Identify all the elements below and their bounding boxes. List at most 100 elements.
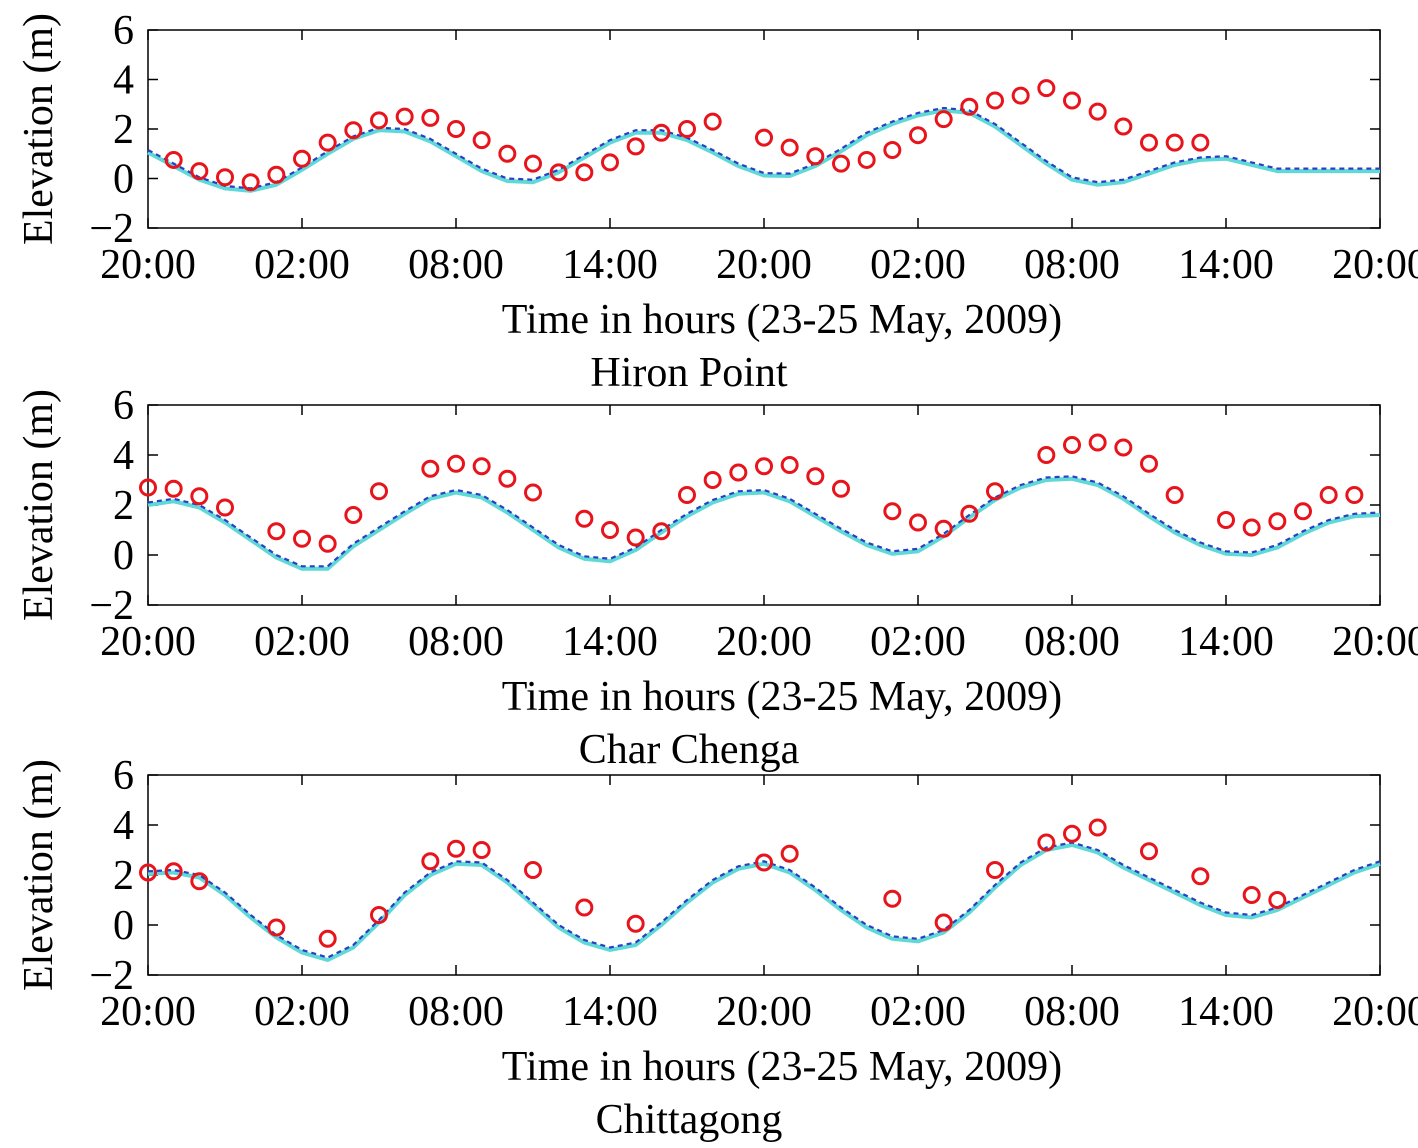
y-axis-label: Elevation (m) bbox=[16, 389, 62, 621]
observed-point bbox=[1037, 833, 1056, 852]
x-axis-label: Time in hours (23-25 May, 2009) bbox=[502, 674, 1062, 720]
x-axis-label: Time in hours (23-25 May, 2009) bbox=[502, 1044, 1062, 1090]
station-label: Char Chenga bbox=[579, 727, 800, 773]
observed-point bbox=[344, 506, 363, 524]
observed-point bbox=[755, 457, 773, 476]
observed-point bbox=[934, 110, 953, 129]
observed-point bbox=[549, 163, 568, 182]
y-tick-label: −2 bbox=[89, 583, 134, 629]
observed-point bbox=[857, 150, 876, 169]
observed-point bbox=[960, 97, 979, 116]
y-tick-label: 0 bbox=[113, 533, 134, 579]
observed-point bbox=[626, 914, 645, 933]
model-line-solid bbox=[147, 842, 1381, 963]
observed-point bbox=[447, 454, 465, 473]
y-tick-label: 2 bbox=[113, 853, 134, 899]
x-tick-label: 14:00 bbox=[1178, 619, 1274, 665]
observed-point bbox=[909, 126, 927, 145]
x-tick-label: 20:00 bbox=[716, 242, 812, 288]
observed-point bbox=[909, 513, 927, 532]
observed-point bbox=[190, 872, 209, 891]
observed-point bbox=[1140, 133, 1158, 152]
station-label: Chittagong bbox=[596, 1097, 783, 1143]
observed-point bbox=[139, 478, 157, 497]
y-tick-label: 6 bbox=[113, 8, 134, 54]
x-tick-label: 08:00 bbox=[1024, 242, 1120, 288]
y-tick-label: −2 bbox=[89, 953, 134, 999]
observed-point bbox=[370, 482, 388, 501]
observed-point bbox=[652, 522, 671, 541]
x-tick-label: 02:00 bbox=[870, 989, 966, 1035]
observed-point bbox=[729, 463, 748, 482]
y-tick-label: 0 bbox=[113, 157, 134, 203]
observed-point bbox=[447, 839, 465, 858]
observed-point bbox=[703, 112, 722, 131]
observed-point bbox=[164, 479, 183, 498]
observed-point bbox=[1319, 486, 1338, 504]
observed-point bbox=[293, 149, 311, 168]
x-tick-label: 02:00 bbox=[254, 619, 350, 665]
x-tick-label: 20:00 bbox=[1332, 989, 1418, 1035]
observed-point bbox=[1140, 842, 1158, 861]
x-tick-label: 20:00 bbox=[100, 242, 196, 288]
observed-point bbox=[1011, 86, 1030, 105]
observed-point bbox=[1063, 824, 1081, 843]
x-tick-label: 02:00 bbox=[254, 989, 350, 1035]
observed-point bbox=[1037, 79, 1056, 98]
observed-point bbox=[498, 144, 517, 163]
x-tick-label: 20:00 bbox=[1332, 242, 1418, 288]
observed-point bbox=[1088, 433, 1107, 452]
observed-point bbox=[780, 844, 799, 863]
observed-point bbox=[1268, 512, 1287, 531]
observed-point bbox=[498, 469, 517, 488]
x-tick-label: 20:00 bbox=[1332, 619, 1418, 665]
observed-point bbox=[883, 889, 902, 908]
y-axis-label: Elevation (m) bbox=[16, 13, 62, 245]
observed-point bbox=[806, 467, 825, 486]
observed-point bbox=[883, 141, 902, 160]
observed-point bbox=[190, 162, 209, 181]
observed-point bbox=[1268, 891, 1287, 909]
observed-point bbox=[472, 841, 491, 859]
observed-point bbox=[883, 502, 902, 521]
observed-point bbox=[1037, 446, 1056, 464]
x-tick-label: 08:00 bbox=[408, 242, 504, 288]
observed-point bbox=[1242, 886, 1261, 904]
y-tick-label: 4 bbox=[113, 433, 134, 479]
x-tick-label: 02:00 bbox=[870, 619, 966, 665]
observed-point bbox=[472, 457, 491, 476]
observed-point bbox=[806, 147, 825, 166]
observed-point bbox=[421, 459, 440, 478]
observed-point bbox=[703, 471, 722, 489]
observed-point bbox=[601, 521, 619, 539]
y-tick-label: 0 bbox=[113, 903, 134, 949]
y-axis-label: Elevation (m) bbox=[16, 759, 62, 991]
observed-point bbox=[601, 153, 619, 172]
x-tick-label: 20:00 bbox=[100, 989, 196, 1035]
observed-point bbox=[1217, 511, 1235, 529]
observed-point bbox=[524, 483, 542, 502]
station-label: Hiron Point bbox=[590, 350, 788, 396]
y-tick-label: 6 bbox=[113, 753, 134, 799]
x-tick-label: 14:00 bbox=[562, 989, 658, 1035]
observed-point bbox=[626, 528, 645, 547]
observed-point bbox=[780, 456, 799, 474]
observed-point bbox=[1063, 91, 1081, 110]
observed-point bbox=[1140, 454, 1158, 473]
observed-point bbox=[678, 486, 696, 504]
observed-point bbox=[216, 498, 234, 517]
x-tick-label: 20:00 bbox=[716, 619, 812, 665]
observed-point bbox=[139, 863, 157, 882]
y-tick-label: 2 bbox=[113, 483, 134, 529]
observed-point bbox=[267, 165, 286, 184]
observed-point bbox=[164, 150, 183, 169]
observed-point bbox=[652, 123, 671, 142]
observed-point bbox=[780, 138, 799, 157]
x-tick-label: 08:00 bbox=[408, 989, 504, 1035]
observed-point bbox=[293, 529, 311, 548]
model-line-solid bbox=[147, 108, 1380, 193]
observed-point bbox=[986, 91, 1004, 110]
